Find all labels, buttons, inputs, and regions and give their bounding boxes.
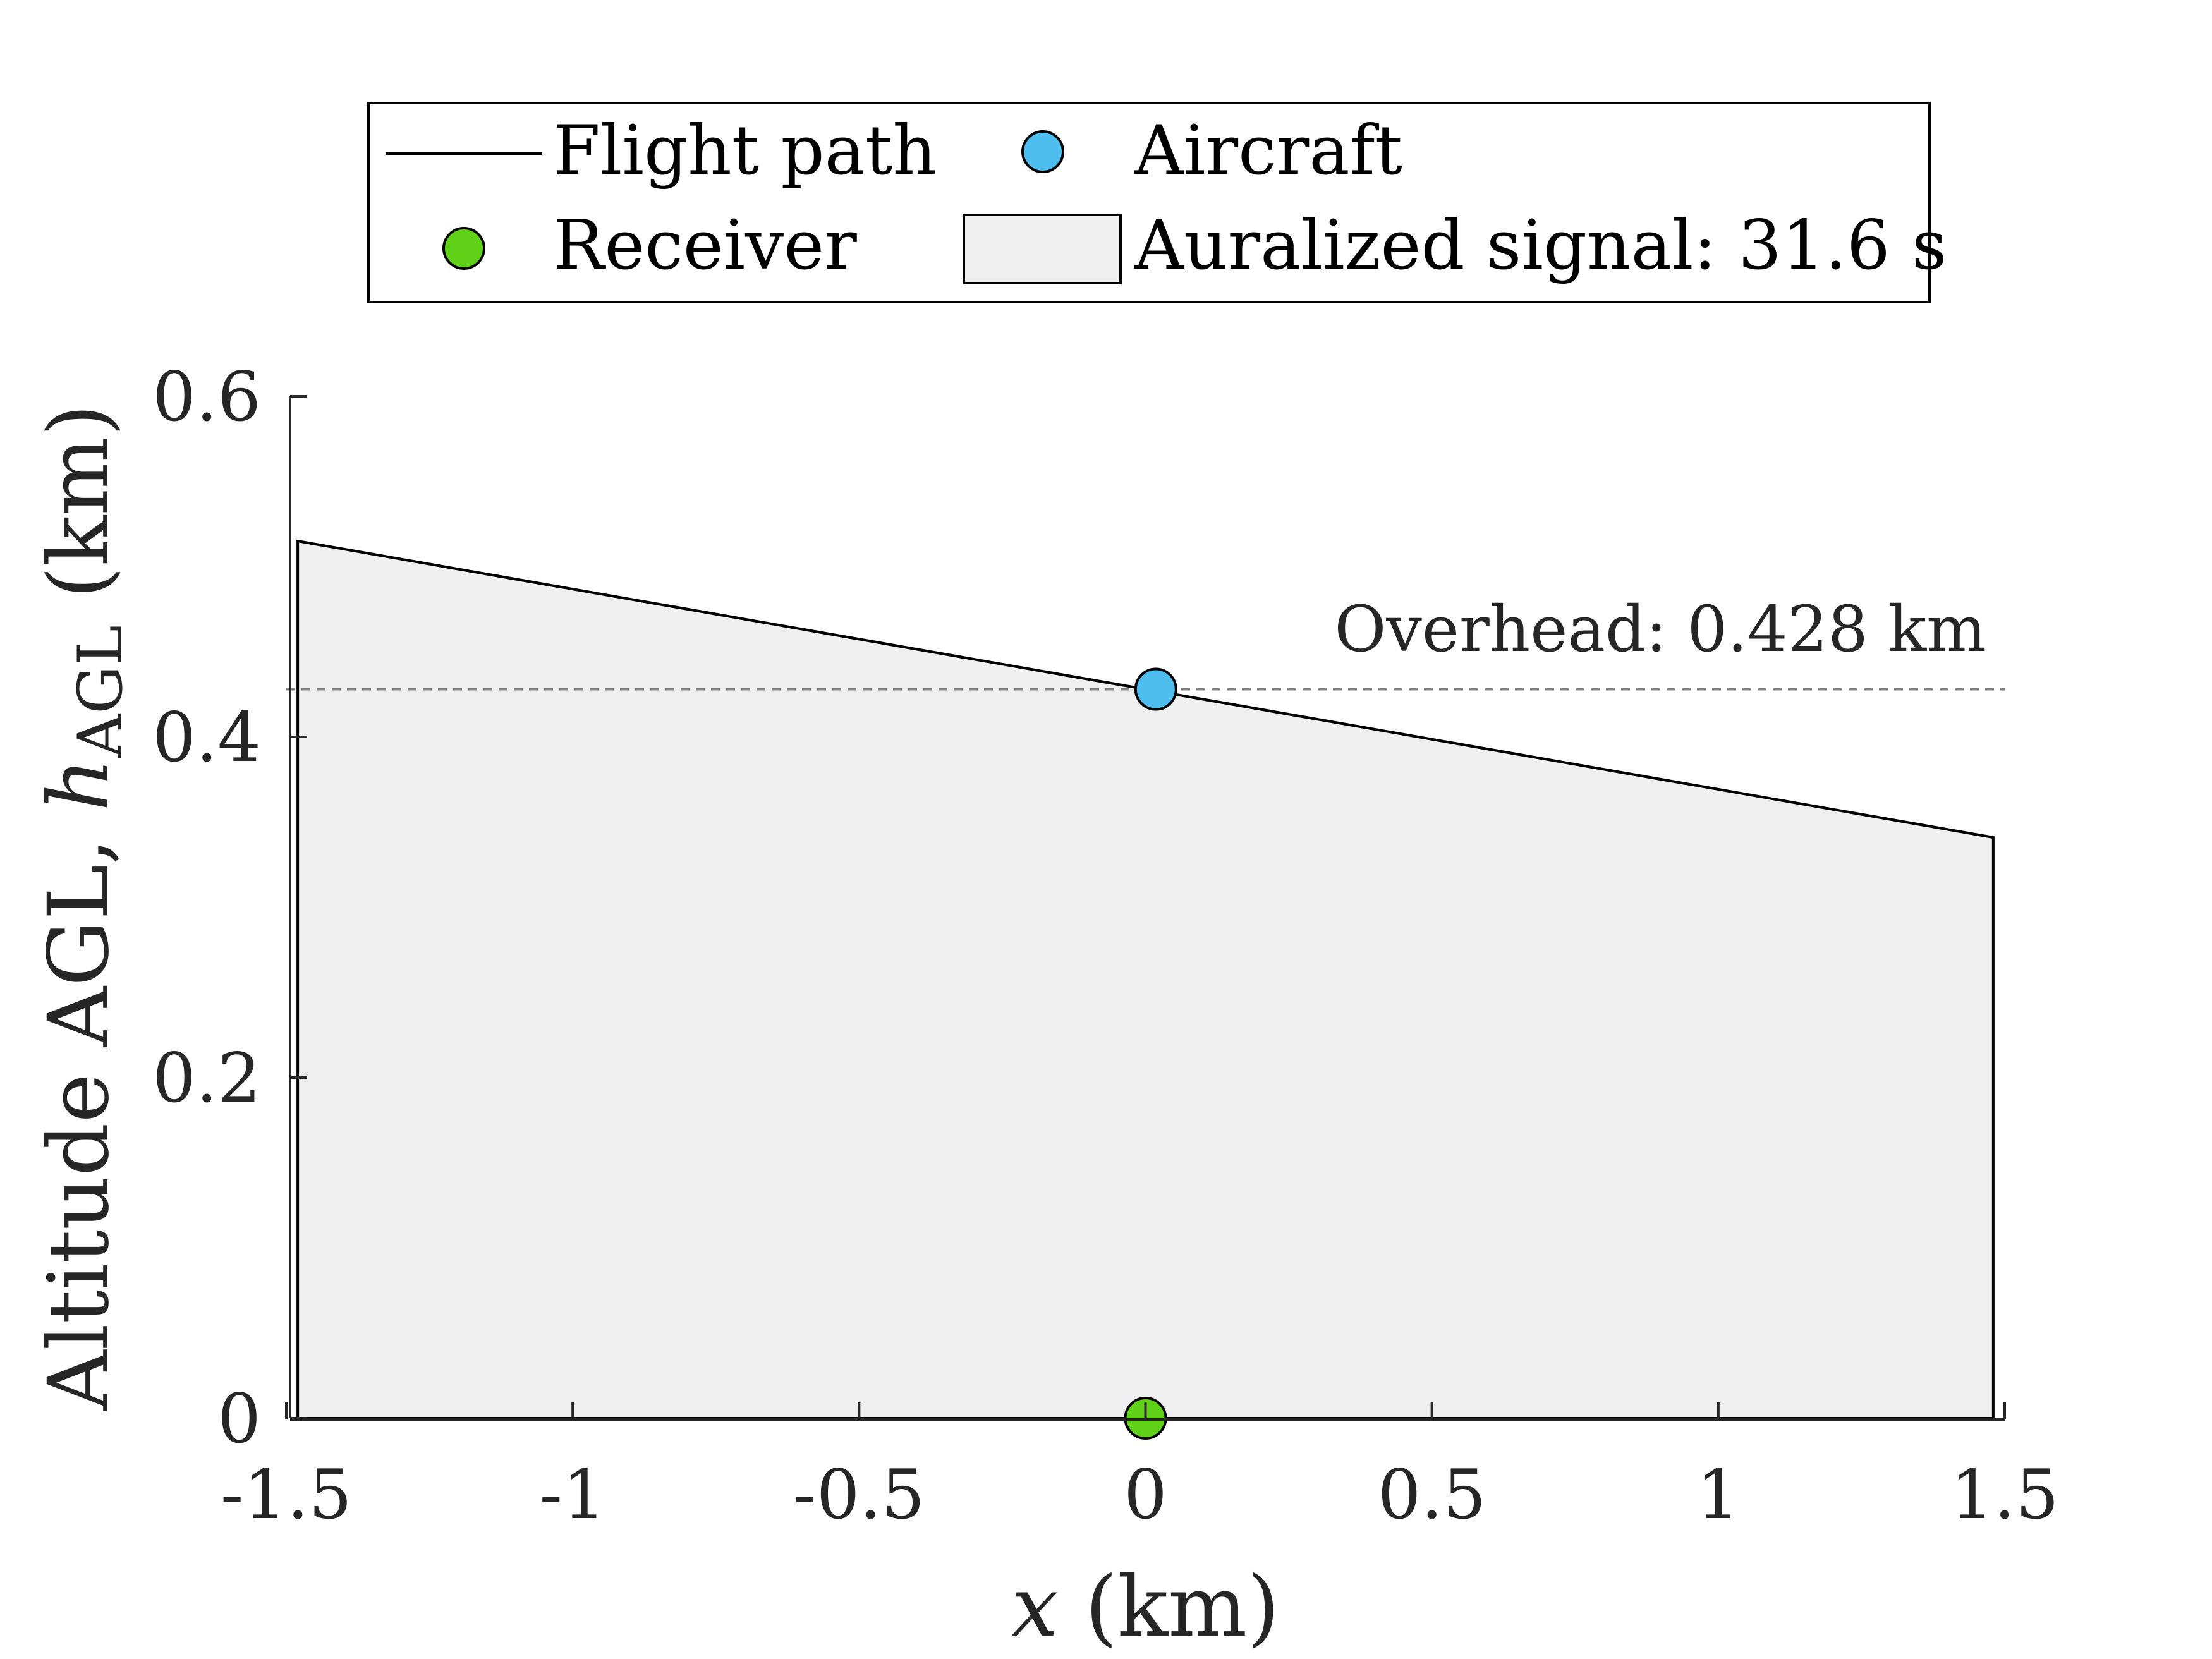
legend-box xyxy=(367,102,1931,303)
y-tick-label: 0.4 xyxy=(152,698,261,777)
x-axis-unit: (km) xyxy=(1085,1559,1280,1656)
axes: 00.20.40.6-1.5 -1 -0.5 0 0.5 1 1.5x (km)Altitu… xyxy=(30,358,2059,1656)
x-tick-label: -1 xyxy=(540,1455,606,1534)
legend-auralized-swatch xyxy=(963,214,1122,284)
x-axis-title: x (km) xyxy=(1011,1559,1280,1656)
legend-receiver-label: Receiver xyxy=(553,206,857,285)
x-tick-label: -0.5 xyxy=(793,1455,925,1534)
y-axis-prefix: Altitude AGL, xyxy=(30,811,128,1411)
y-tick-label: 0.6 xyxy=(152,358,261,437)
legend-receiver-swatch xyxy=(442,227,485,270)
x-tick-label: 0.5 xyxy=(1378,1455,1486,1534)
x-tick-label: 0 xyxy=(1124,1455,1167,1534)
x-tick-label: 1 xyxy=(1696,1455,1740,1534)
legend-auralized-label: Auralized signal: 31.6 s xyxy=(1134,206,1947,285)
y-axis-subscript: AGL xyxy=(65,625,136,758)
y-tick-label: 0 xyxy=(217,1380,261,1459)
x-axis-var: x xyxy=(1011,1559,1085,1656)
legend: Flight path Aircraft Receiver Auralized sig… xyxy=(367,102,1947,303)
legend-aircraft-swatch xyxy=(1021,130,1064,173)
y-tick-label: 0.2 xyxy=(152,1039,261,1118)
x-tick-label: 1.5 xyxy=(1950,1455,2059,1534)
legend-flight-path-label: Flight path xyxy=(553,111,937,190)
overhead-annotation: Overhead: 0.428 km xyxy=(1334,592,1986,666)
plot-area: Overhead: 0.428 km xyxy=(286,539,2005,1440)
x-tick-label: -1.5 xyxy=(221,1455,352,1534)
y-axis-title: Altitude AGL, hAGL (km) xyxy=(30,404,136,1411)
legend-aircraft-label: Aircraft xyxy=(1134,111,1402,190)
aircraft-marker xyxy=(1134,667,1177,711)
y-axis-var: h xyxy=(30,758,128,811)
y-axis-unit: (km) xyxy=(30,404,128,625)
